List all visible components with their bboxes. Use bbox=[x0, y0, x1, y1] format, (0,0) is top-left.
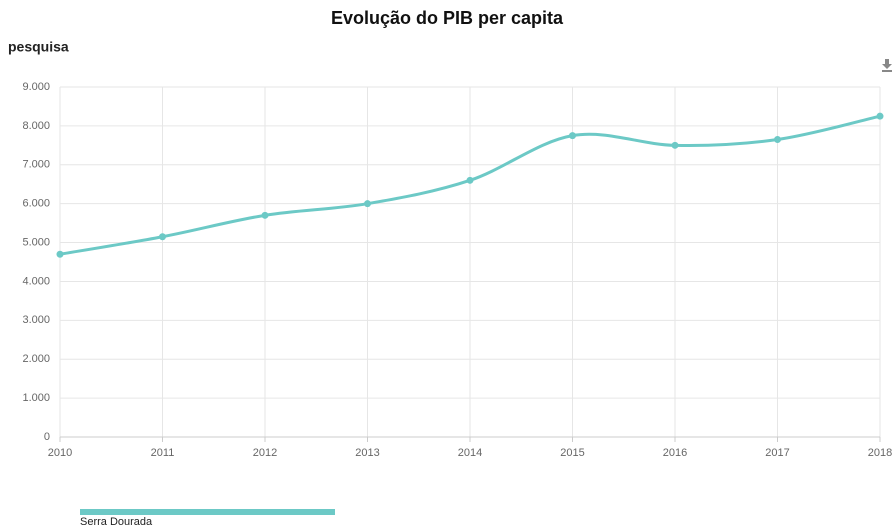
point bbox=[774, 136, 781, 143]
chart-subtitle: pesquisa bbox=[8, 39, 69, 55]
y-tick-label: 8.000 bbox=[22, 120, 50, 132]
x-tick-label: 2013 bbox=[355, 447, 379, 459]
y-tick-label: 5.000 bbox=[22, 236, 50, 248]
x-tick-label: 2014 bbox=[458, 447, 482, 459]
point bbox=[364, 200, 371, 208]
y-tick-label: 7.000 bbox=[22, 159, 50, 171]
download-icon[interactable] bbox=[882, 59, 892, 72]
point bbox=[671, 141, 679, 149]
y-tick-label: 6.000 bbox=[22, 198, 50, 210]
x-tick-label: 2010 bbox=[48, 447, 72, 459]
point bbox=[261, 211, 269, 219]
y-tick-label: 3.000 bbox=[22, 314, 50, 326]
legend-label: Serra Dourada bbox=[80, 516, 153, 528]
y-tick-label: 4.000 bbox=[22, 275, 50, 287]
x-tick-label: 2018 bbox=[868, 447, 892, 459]
y-tick-label: 0 bbox=[44, 431, 50, 443]
y-tick-label: 1.000 bbox=[22, 392, 50, 404]
chart-title: Evolução do PIB per capita bbox=[331, 8, 564, 28]
x-tick-label: 2015 bbox=[560, 447, 584, 459]
point bbox=[466, 176, 474, 184]
x-tick-label: 2016 bbox=[663, 447, 687, 459]
x-tick-label: 2017 bbox=[765, 447, 789, 459]
point bbox=[56, 250, 64, 258]
x-tick-label: 2011 bbox=[151, 447, 175, 459]
legend-swatch bbox=[80, 509, 335, 515]
point bbox=[569, 132, 576, 140]
point bbox=[876, 112, 884, 120]
x-tick-label: 2012 bbox=[253, 447, 277, 459]
y-tick-label: 9.000 bbox=[22, 81, 50, 93]
y-tick-label: 2.000 bbox=[22, 353, 50, 365]
point bbox=[159, 233, 166, 241]
